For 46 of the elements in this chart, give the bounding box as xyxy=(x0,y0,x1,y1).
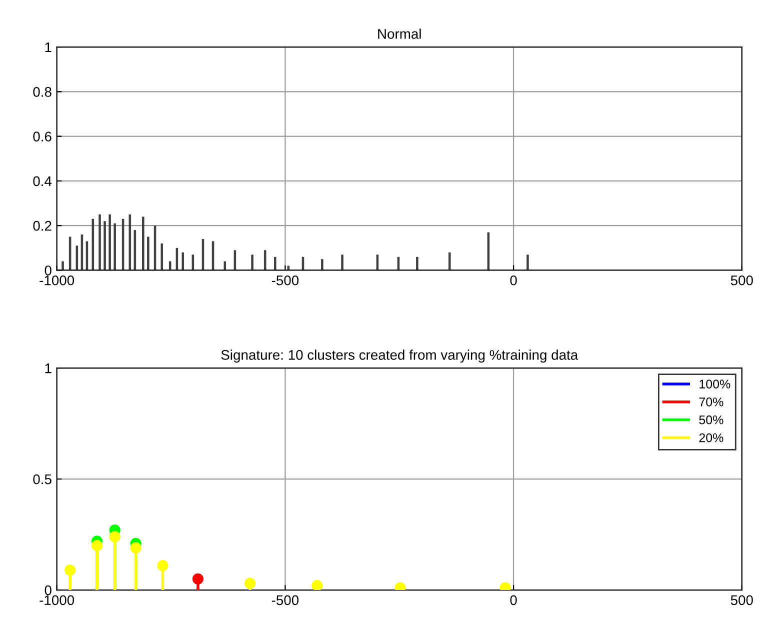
y-tick-label: 0.2 xyxy=(33,220,52,231)
point xyxy=(192,573,204,584)
bar xyxy=(182,252,184,270)
bar xyxy=(416,256,418,270)
chart-title: Signature: 10 clusters created from varying %training data xyxy=(221,350,578,363)
point xyxy=(130,542,142,554)
bar xyxy=(321,259,324,270)
legend-label: 70% xyxy=(699,398,724,406)
x-tick-label: 0 xyxy=(510,595,517,606)
y-tick-label: 0.4 xyxy=(33,176,52,186)
y-tick-label: 0 xyxy=(44,585,52,596)
point xyxy=(312,580,323,590)
bar xyxy=(526,254,529,270)
y-tick-label: 0.6 xyxy=(33,132,52,142)
bar xyxy=(274,256,276,270)
bar xyxy=(142,216,144,270)
y-tick-label: 1 xyxy=(45,42,52,52)
legend-label: 100% xyxy=(700,380,730,388)
y-tick-label: 0.5 xyxy=(33,474,52,484)
point xyxy=(91,540,103,552)
bar xyxy=(114,223,116,270)
legend-label: 50% xyxy=(699,415,724,424)
bar xyxy=(341,254,344,270)
x-tick-label: -500 xyxy=(272,275,299,286)
bar xyxy=(251,254,254,270)
point xyxy=(244,578,256,589)
x-tick-label: 0 xyxy=(510,275,517,286)
x-tick-label: -500 xyxy=(272,595,299,606)
y-tick-label: 1 xyxy=(45,364,52,374)
chart-title: Normal xyxy=(378,28,421,39)
x-tick-label: 500 xyxy=(730,275,753,286)
y-tick-label: 0.8 xyxy=(33,87,52,97)
point xyxy=(64,564,76,576)
legend-label: 20% xyxy=(699,433,724,442)
x-tick-label: -1000 xyxy=(40,595,74,606)
bar xyxy=(98,214,101,270)
point xyxy=(109,531,120,542)
bar xyxy=(147,236,150,270)
bar xyxy=(160,243,164,270)
y-tick-label: 0 xyxy=(44,266,52,276)
bar xyxy=(104,221,106,270)
bar xyxy=(62,261,64,270)
point xyxy=(157,560,168,572)
x-tick-label: 500 xyxy=(730,595,753,606)
bar xyxy=(108,214,111,270)
x-tick-label: -1000 xyxy=(40,275,74,286)
